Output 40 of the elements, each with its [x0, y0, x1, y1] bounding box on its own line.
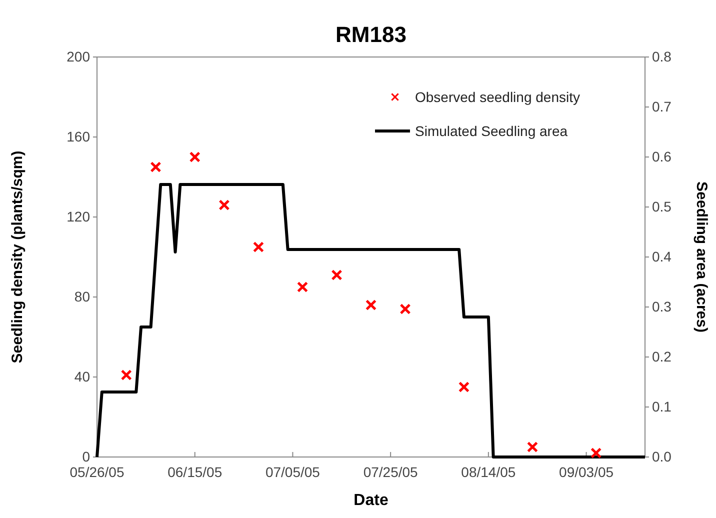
line-series [96, 183, 646, 458]
legend-label: Simulated Seedling area [415, 123, 568, 139]
y-tick-label: 160 [66, 128, 90, 144]
legend-label: Observed seedling density [415, 89, 580, 105]
y-tick-label: 40 [74, 368, 90, 384]
y-tick-label: 0 [82, 448, 90, 464]
point [526, 441, 538, 453]
y-tick-label: 200 [66, 48, 90, 64]
point [218, 199, 230, 211]
point [331, 269, 342, 281]
x-tick-label: 05/26/05 [70, 464, 124, 480]
y2-tick-label: 0.2 [652, 348, 672, 364]
x-tick-label: 07/05/05 [265, 464, 320, 480]
point [590, 447, 602, 459]
y2-tick-label: 0.8 [652, 48, 672, 64]
y-tick-label: 80 [74, 288, 90, 304]
x-tick-label: 06/15/05 [168, 464, 222, 480]
y-tick-label: 120 [66, 208, 90, 224]
y2-tick-label: 0.3 [652, 298, 672, 314]
y2-tick-label: 0.6 [652, 148, 672, 164]
chart-title: RM183 [336, 22, 406, 47]
y2-tick-label: 0.1 [652, 398, 672, 414]
y2-tick-label: 0.4 [652, 248, 672, 264]
point [365, 299, 377, 311]
point [189, 151, 200, 163]
point [458, 381, 470, 393]
y2-tick-label: 0.5 [652, 198, 672, 214]
point [400, 303, 411, 315]
y2-axis-title: Seedling area (acres) [693, 182, 710, 332]
point [296, 281, 308, 293]
x-tick-label: 08/14/05 [461, 464, 516, 480]
y-axis-title: Seedling density (plants/sqm) [9, 150, 26, 364]
point [120, 369, 132, 381]
y2-tick-label: 0.0 [652, 448, 672, 464]
x-axis-title: Date [354, 492, 388, 509]
x-tick-label: 09/03/05 [559, 464, 614, 480]
y2-tick-label: 0.7 [652, 98, 672, 114]
x-tick-label: 07/25/05 [363, 464, 418, 480]
point [252, 241, 264, 253]
point [150, 161, 162, 173]
